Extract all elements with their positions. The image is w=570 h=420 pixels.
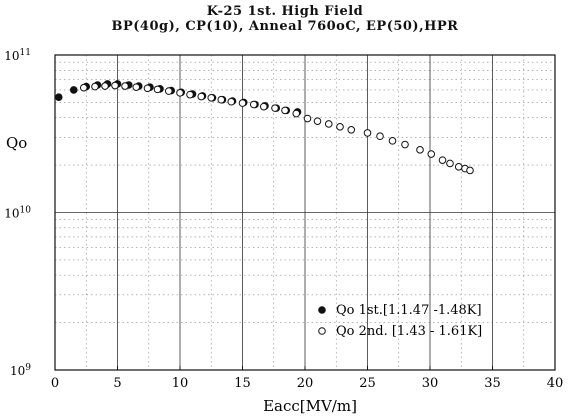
data-point-open [281, 106, 289, 115]
data-point-open [347, 126, 356, 134]
data-point-open [292, 109, 301, 118]
data-point-open [132, 83, 141, 91]
data-point-open [388, 137, 397, 145]
data-point-open [121, 82, 129, 90]
data-point-filled [69, 86, 78, 94]
x-tick-label: 0 [51, 376, 59, 391]
data-point-open [259, 102, 268, 111]
y-tick-label: 109 [10, 363, 31, 378]
data-point-open [324, 120, 333, 128]
data-point-open [143, 84, 152, 93]
legend-label: Qo 2nd. [1.43 - 1.61K] [336, 324, 482, 339]
y-axis: 109 1010 1011 [4, 48, 31, 378]
data-point-open [101, 82, 109, 90]
data-point-open [303, 114, 312, 123]
y-axis-label: Qo [6, 134, 27, 152]
data-point-open [111, 81, 119, 90]
x-axis-label: Eacc[MV/m] [263, 397, 357, 415]
data-point-open [363, 129, 372, 137]
x-tick-label: 5 [113, 376, 121, 391]
x-tick-label: 35 [484, 376, 501, 391]
grid-lines [55, 55, 555, 370]
data-point-open [238, 99, 247, 107]
data-point-filled [54, 93, 63, 101]
x-tick-label: 25 [359, 376, 376, 391]
x-tick-label: 40 [547, 376, 564, 391]
chart-subtitle: BP(40g), CP(10), Anneal 760oC, EP(50),HP… [111, 19, 459, 34]
x-tick-label: 15 [234, 376, 251, 391]
data-point-open [227, 97, 236, 106]
x-axis: 0 5 10 15 20 25 30 35 40 [51, 366, 563, 391]
x-tick-label: 10 [172, 376, 189, 391]
data-point-open [438, 156, 447, 164]
y-tick-label: 1010 [4, 206, 31, 221]
data-point-open [207, 93, 216, 102]
data-point-open [313, 117, 322, 125]
data-point-open [79, 83, 88, 92]
legend-marker [318, 306, 326, 314]
legend-label: Qo 1st.[1.1.47 -1.48K] [336, 303, 482, 318]
data-point-open [186, 90, 194, 99]
data-point-open [427, 150, 436, 158]
data-point-open [91, 82, 99, 91]
chart-title: K-25 1st. High Field [206, 4, 364, 19]
data-point-open [446, 159, 454, 168]
data-point-open [197, 92, 206, 101]
data-point-open [454, 163, 463, 171]
data-point-open [466, 166, 474, 175]
data-point-open [176, 89, 184, 97]
data-point-open [376, 132, 384, 141]
data-point-open [217, 95, 226, 104]
data-point-open [416, 146, 424, 154]
x-tick-label: 30 [422, 376, 439, 391]
data-point-open [336, 123, 344, 131]
y-tick-label: 1011 [4, 48, 31, 63]
data-point-open [164, 87, 173, 95]
legend-marker [318, 327, 326, 335]
x-tick-label: 20 [297, 376, 314, 391]
data-point-open [153, 85, 162, 94]
data-point-open [401, 140, 409, 149]
data-point-open [249, 100, 258, 109]
legend: Qo 1st.[1.1.47 -1.48K] Qo 2nd. [1.43 - 1.… [318, 303, 482, 339]
series-2 [79, 81, 474, 175]
data-point-open [271, 104, 279, 112]
